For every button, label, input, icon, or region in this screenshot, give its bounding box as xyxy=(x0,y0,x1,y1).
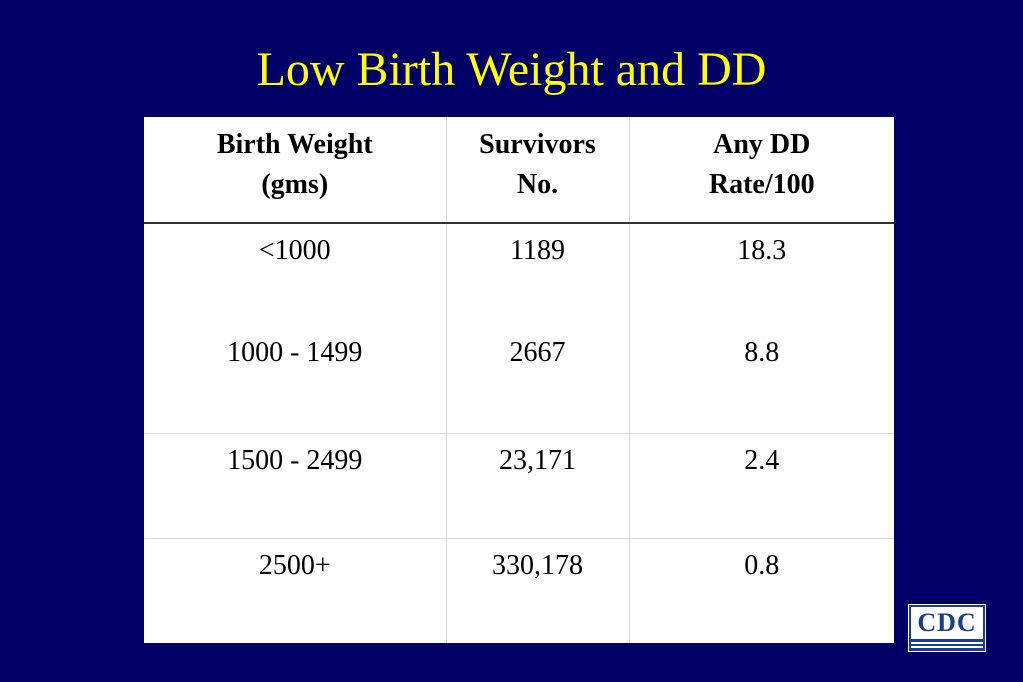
header-any-dd: Any DD Rate/100 xyxy=(628,117,894,224)
table-header-row: Birth Weight (gms) Survivors No. Any DD … xyxy=(144,117,894,224)
header-survivors: Survivors No. xyxy=(445,117,629,224)
header-line: Any DD xyxy=(713,129,811,160)
cell-rate: 2.4 xyxy=(628,433,894,539)
birth-weight-table: Birth Weight (gms) Survivors No. Any DD … xyxy=(144,117,894,643)
table-row: 2500+ 330,178 0.8 xyxy=(144,538,894,643)
cell-survivors: 330,178 xyxy=(445,538,629,643)
cell-value: 1189 xyxy=(510,235,565,266)
cell-rate: 0.8 xyxy=(628,538,894,643)
header-line: Rate/100 xyxy=(708,169,815,200)
header-birth-weight: Birth Weight (gms) xyxy=(144,117,446,224)
cell-rate: 18.3 8.8 xyxy=(628,223,894,434)
header-line: Survivors xyxy=(479,129,596,160)
logo-text: CDC xyxy=(911,607,983,639)
cell-weight: 2500+ xyxy=(258,549,331,581)
cell-survivors: 23,171 xyxy=(445,433,629,539)
table-row: <1000 1000 - 1499 1189 2667 18.3 8.8 xyxy=(144,223,894,434)
cell-value: <1000 xyxy=(258,235,331,266)
cell-weight: <1000 1000 - 1499 xyxy=(144,223,446,434)
cell-survivors: 1189 2667 xyxy=(445,223,629,434)
header-line: No. xyxy=(516,169,559,200)
header-line: (gms) xyxy=(261,169,329,200)
cell-value: 2667 xyxy=(509,337,566,368)
cell-weight: 1500 - 2499 xyxy=(144,433,446,539)
table-row: 1500 - 2499 23,171 2.4 xyxy=(144,433,894,539)
cell-value: 18.3 xyxy=(737,235,787,266)
slide-title: Low Birth Weight and DD xyxy=(256,43,767,96)
cdc-logo-icon: CDC xyxy=(908,604,986,652)
cell-value: 1000 - 1499 xyxy=(227,337,363,368)
header-line: Birth Weight xyxy=(216,129,373,160)
cell-value: 8.8 xyxy=(744,337,780,368)
